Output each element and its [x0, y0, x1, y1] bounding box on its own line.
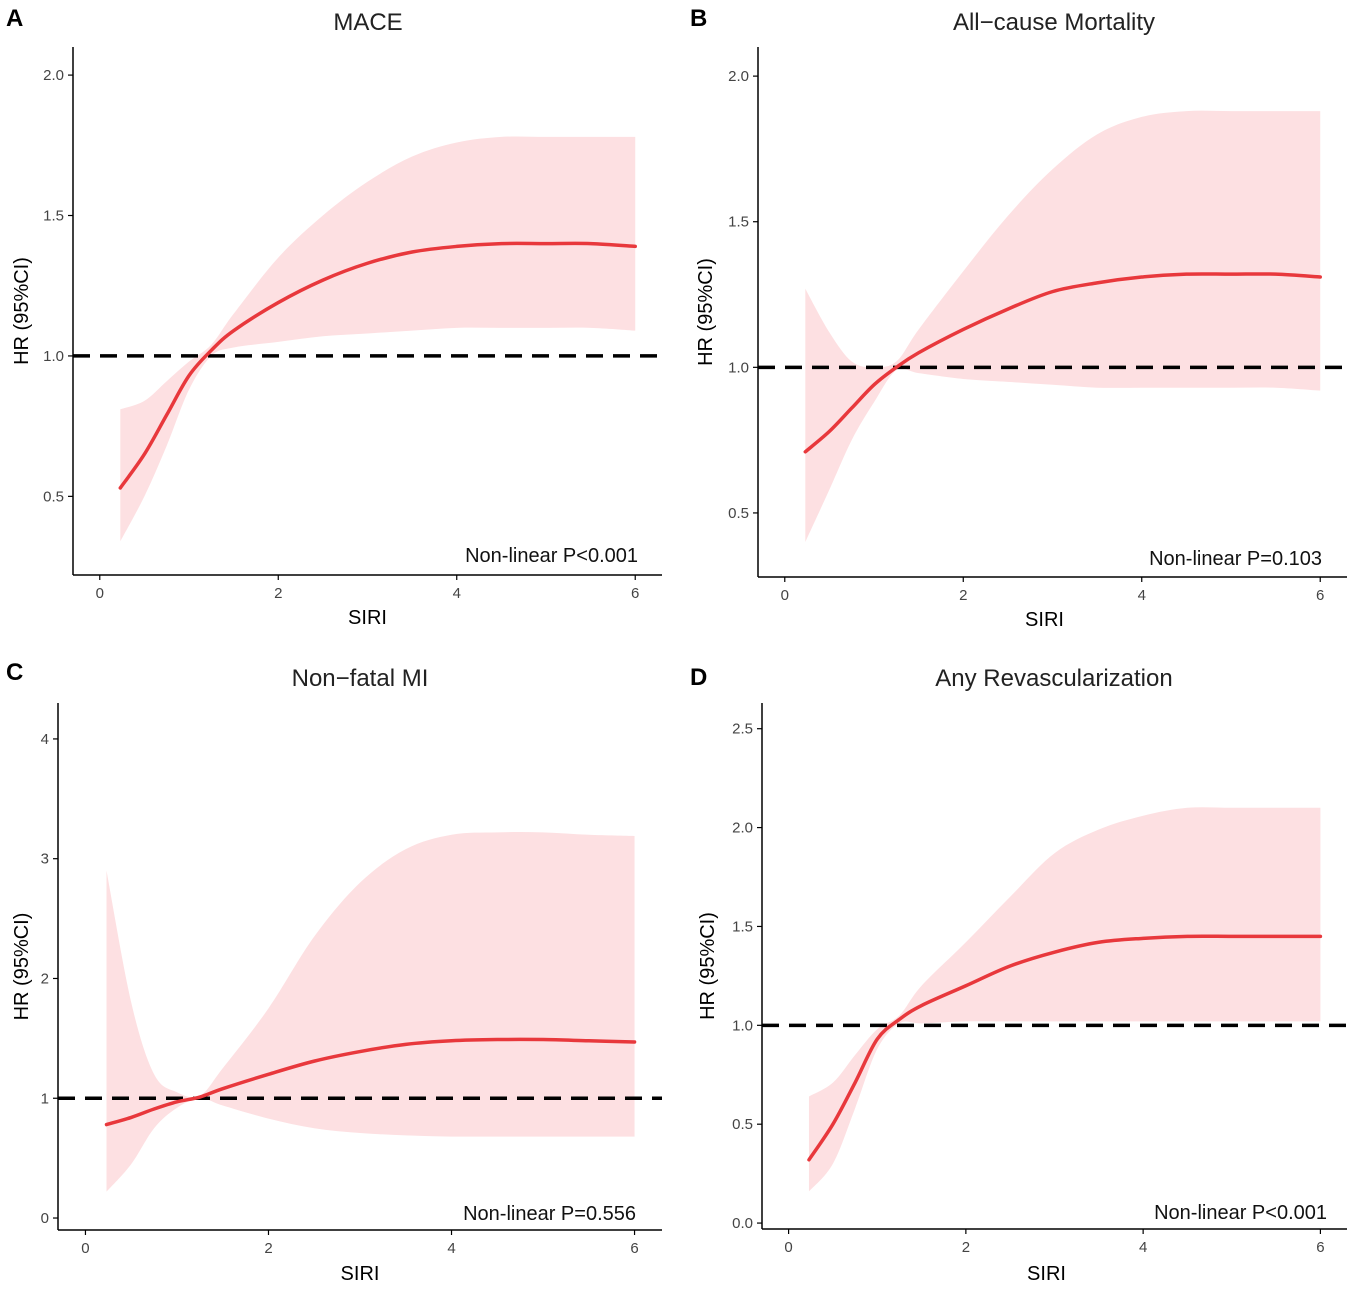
x-tick-label: 2 — [959, 587, 967, 604]
panel-letter-d: D — [690, 664, 707, 691]
x-tick-label: 4 — [1139, 1239, 1147, 1256]
annotation-d: Non-linear P<0.001 — [1154, 1202, 1327, 1224]
y-tick-label: 1.5 — [728, 214, 749, 231]
hr-curve-b — [803, 272, 1322, 454]
panel-b: 0.5 1.0 1.5 2.0 0 2 4 6 B All−cause Mortality SIRI… — [690, 5, 1347, 631]
x-tick-label: 2 — [274, 585, 282, 602]
hr-curve-d — [807, 934, 1323, 1162]
y-tick-label: 0.5 — [728, 505, 749, 522]
x-axis-label-c: SIRI — [341, 1263, 380, 1285]
chart-title-c: Non−fatal MI — [292, 665, 429, 692]
y-axis-label-d: HR (95%CI) — [697, 912, 719, 1020]
y-tick-label: 0.5 — [732, 1116, 753, 1133]
y-tick-label: 4 — [41, 731, 49, 748]
x-tick-label: 0 — [781, 587, 789, 604]
y-tick-label: 2.5 — [732, 721, 753, 738]
x-tick-label: 6 — [1316, 1239, 1324, 1256]
x-axis-label-b: SIRI — [1025, 609, 1064, 631]
x-tick-label: 2 — [962, 1239, 970, 1256]
x-tick-label: 4 — [453, 585, 461, 602]
y-tick-label: 1.0 — [732, 1017, 753, 1034]
x-tick-label: 0 — [784, 1239, 792, 1256]
y-axis-label-b: HR (95%CI) — [695, 258, 717, 366]
y-tick-label: 0.0 — [732, 1215, 753, 1232]
x-tick-label: 4 — [1138, 587, 1146, 604]
panel-d: 0.0 0.5 1.0 1.5 2.0 2.5 0 2 4 6 D Any Revasculariza… — [690, 664, 1347, 1285]
chart-title-d: Any Revascularization — [935, 665, 1172, 692]
y-tick-label: 2.0 — [728, 68, 749, 85]
y-tick-label: 1.0 — [728, 359, 749, 376]
y-tick-label: 1 — [41, 1090, 49, 1107]
y-tick-label: 1.0 — [43, 348, 64, 365]
chart-title-b: All−cause Mortality — [953, 9, 1155, 36]
y-tick-label: 1.5 — [43, 208, 64, 225]
panel-a: 0.5 1.0 1.5 2.0 0 2 4 6 A MACE SIRI HR (95%CI) Non-l… — [6, 5, 662, 629]
x-tick-label: 6 — [1316, 587, 1324, 604]
annotation-b: Non-linear P=0.103 — [1149, 548, 1322, 570]
annotation-a: Non-linear P<0.001 — [465, 545, 638, 567]
x-tick-label: 0 — [96, 585, 104, 602]
ci-band-c — [106, 832, 635, 1192]
panel-letter-a: A — [6, 5, 23, 32]
panel-letter-c: C — [6, 659, 23, 686]
x-axis-label-d: SIRI — [1027, 1263, 1066, 1285]
y-tick-label: 1.5 — [732, 918, 753, 935]
y-tick-label: 2.0 — [43, 67, 64, 84]
x-tick-label: 6 — [631, 585, 639, 602]
annotation-c: Non-linear P=0.556 — [463, 1203, 636, 1225]
ci-band-d — [808, 807, 1321, 1192]
x-tick-label: 4 — [447, 1240, 455, 1257]
x-tick-label: 2 — [264, 1240, 272, 1257]
x-tick-label: 0 — [81, 1240, 89, 1257]
panel-c: 0 1 2 3 4 0 2 4 6 C Non−fatal MI SIRI HR (95%CI) Non-… — [6, 659, 662, 1285]
y-tick-label: 3 — [41, 851, 49, 868]
ci-band-b — [805, 110, 1321, 543]
x-axis-label-a: SIRI — [348, 607, 387, 629]
y-axis-label-c: HR (95%CI) — [11, 913, 33, 1021]
y-tick-label: 0.5 — [43, 488, 64, 505]
chart-title-a: MACE — [333, 9, 402, 36]
panel-letter-b: B — [690, 5, 707, 32]
hr-curve-a — [118, 241, 637, 490]
y-axis-label-a: HR (95%CI) — [11, 257, 33, 365]
y-tick-label: 0 — [41, 1210, 49, 1227]
hr-curve-c — [104, 1037, 637, 1127]
ci-band-a — [120, 136, 636, 542]
y-tick-label: 2.0 — [732, 820, 753, 837]
y-tick-label: 2 — [41, 970, 49, 987]
x-tick-label: 6 — [630, 1240, 638, 1257]
